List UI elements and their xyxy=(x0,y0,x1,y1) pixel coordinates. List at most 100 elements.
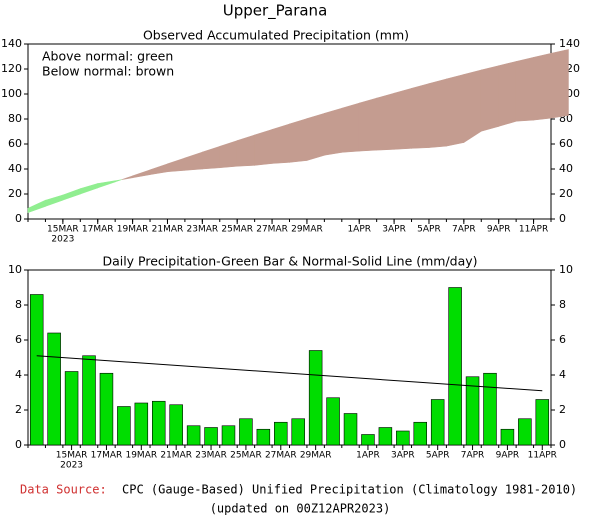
below-normal-area xyxy=(480,65,500,132)
figure-title: Upper_Parana xyxy=(223,2,328,21)
above-normal-area xyxy=(62,188,81,201)
x-year-label: 2023 xyxy=(51,235,74,245)
y-tick-label-left: 6 xyxy=(15,333,22,346)
above-normal-area xyxy=(97,180,116,189)
y-tick-label-right: 40 xyxy=(559,162,573,175)
below-normal-area xyxy=(289,118,308,163)
below-normal-area xyxy=(236,134,255,167)
daily-bar xyxy=(343,413,358,446)
daily-bar xyxy=(99,372,114,446)
y-tick-label-left: 20 xyxy=(8,187,22,200)
daily-bar xyxy=(29,294,44,446)
x-tick-label: 15MAR xyxy=(56,451,88,461)
x-tick-label: 29MAR xyxy=(291,225,323,235)
above-normal-area xyxy=(114,179,122,183)
x-year-label: 2023 xyxy=(60,461,83,471)
x-tick-label: 3APR xyxy=(391,451,415,461)
daily-bar xyxy=(465,376,480,446)
below-normal-area xyxy=(428,78,447,148)
above-normal-area xyxy=(45,194,64,207)
y-tick-label-right: 6 xyxy=(559,333,566,346)
y-tick-label-left: 100 xyxy=(1,87,22,100)
below-normal-area xyxy=(167,157,186,173)
daily-bar xyxy=(483,372,497,446)
data-source-label: Data Source: xyxy=(20,483,107,497)
y-tick-label-left: 140 xyxy=(1,37,22,50)
bottom-chart-title: Daily Precipitation-Green Bar & Normal-S… xyxy=(102,254,477,269)
daily-bar xyxy=(413,421,428,446)
daily-bar xyxy=(518,418,532,446)
x-tick-label: 19MAR xyxy=(117,225,149,235)
x-tick-label: 7APR xyxy=(452,225,476,235)
daily-bar xyxy=(500,428,515,446)
x-tick-label: 23MAR xyxy=(187,225,219,235)
below-normal-area xyxy=(149,163,168,175)
below-normal-note: Below normal: brown xyxy=(42,64,174,79)
below-normal-area xyxy=(533,52,552,121)
y-tick-label-left: 0 xyxy=(15,438,22,451)
below-normal-area xyxy=(341,102,360,153)
daily-bar xyxy=(256,428,271,446)
x-tick-label: 1APR xyxy=(347,225,371,235)
daily-bar xyxy=(274,421,288,446)
x-tick-label: 11APR xyxy=(528,451,557,461)
below-normal-area xyxy=(184,151,203,171)
daily-bar xyxy=(47,332,61,446)
y-tick-label-left: 80 xyxy=(8,112,22,125)
data-source-text: CPC (Gauge-Based) Unified Precipitation … xyxy=(122,483,577,497)
daily-bar xyxy=(326,397,340,446)
x-tick-label: 27MAR xyxy=(256,225,288,235)
y-tick-label-left: 40 xyxy=(8,162,22,175)
x-tick-label: 5APR xyxy=(417,225,441,235)
below-normal-area xyxy=(254,129,273,166)
y-tick-label-right: 20 xyxy=(559,187,573,200)
daily-bar xyxy=(151,400,166,446)
x-tick-label: 25MAR xyxy=(221,225,253,235)
daily-bar xyxy=(378,427,393,446)
daily-bar xyxy=(239,418,253,446)
x-tick-label: 9APR xyxy=(487,225,511,235)
daily-bar xyxy=(361,434,375,446)
below-normal-area xyxy=(271,123,290,164)
x-tick-label: 17MAR xyxy=(91,451,123,461)
daily-bar xyxy=(308,350,323,446)
daily-bar xyxy=(535,399,550,446)
daily-bar xyxy=(186,425,201,446)
y-tick-label-right: 8 xyxy=(559,298,566,311)
x-tick-label: 11APR xyxy=(519,225,548,235)
below-normal-area xyxy=(306,112,325,161)
y-tick-label-left: 2 xyxy=(15,403,22,416)
above-normal-note: Above normal: green xyxy=(42,49,173,64)
y-tick-label-right: 0 xyxy=(559,212,566,225)
above-normal-area xyxy=(80,183,99,195)
below-normal-area xyxy=(324,107,343,156)
daily-bar xyxy=(82,355,96,446)
x-tick-label: 27MAR xyxy=(265,451,297,461)
y-tick-label-right: 4 xyxy=(559,368,566,381)
y-tick-label-left: 0 xyxy=(15,212,22,225)
below-normal-area xyxy=(515,56,534,122)
daily-bar xyxy=(221,425,236,446)
below-normal-area xyxy=(463,69,482,144)
above-normal-area xyxy=(27,199,46,214)
normal-line xyxy=(36,355,543,392)
daily-bar xyxy=(117,406,131,446)
updated-note: (updated on 00Z12APR2023) xyxy=(210,502,391,516)
x-tick-label: 7APR xyxy=(461,451,485,461)
y-tick-label-right: 10 xyxy=(559,263,573,276)
x-tick-label: 5APR xyxy=(426,451,450,461)
x-tick-label: 21MAR xyxy=(160,451,192,461)
y-tick-label-right: 140 xyxy=(559,37,580,50)
x-tick-label: 1APR xyxy=(356,451,380,461)
below-normal-area xyxy=(446,74,465,147)
daily-bar xyxy=(204,427,218,446)
x-tick-label: 25MAR xyxy=(230,451,262,461)
daily-bar xyxy=(134,402,149,446)
top-chart-title: Observed Accumulated Precipitation (mm) xyxy=(143,28,409,43)
x-tick-label: 15MAR xyxy=(47,225,79,235)
below-normal-area xyxy=(550,49,569,119)
y-tick-label-left: 10 xyxy=(8,263,22,276)
daily-bar xyxy=(430,399,445,446)
daily-bar xyxy=(291,418,305,446)
